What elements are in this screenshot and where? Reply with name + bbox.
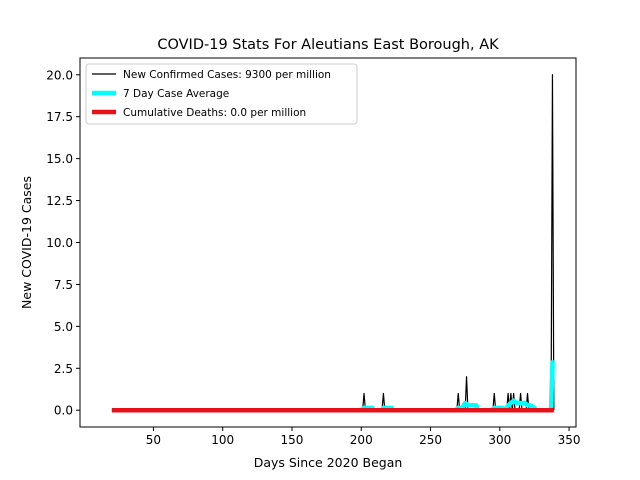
x-tick-label: 300: [488, 433, 511, 447]
y-tick-label: 7.5: [54, 278, 73, 292]
x-tick-label: 200: [350, 433, 373, 447]
y-axis-label: New COVID-19 Cases: [19, 176, 34, 309]
y-tick-label: 20.0: [46, 68, 73, 82]
y-axis: 0.0 2.5 5.0 7.5 10.0 12.5 15.0 17.5 20.0: [46, 68, 80, 418]
legend-label-new-cases: New Confirmed Cases: 9300 per million: [123, 69, 331, 81]
chart-title: COVID-19 Stats For Aleutians East Boroug…: [157, 37, 499, 53]
x-tick-label: 50: [146, 433, 161, 447]
y-tick-label: 0.0: [54, 404, 73, 418]
x-tick-label: 250: [419, 433, 442, 447]
x-axis: 50 100 150 200 250 300 350: [146, 427, 581, 447]
legend-box: [85, 63, 358, 125]
y-tick-label: 2.5: [54, 362, 73, 376]
x-tick-label: 350: [558, 433, 581, 447]
y-tick-label: 15.0: [46, 152, 73, 166]
plot-frame: [79, 57, 577, 428]
legend: New Confirmed Cases: 9300 per million 7 …: [85, 63, 358, 125]
y-tick-label: 12.5: [46, 194, 73, 208]
legend-label-deaths: Cumulative Deaths: 0.0 per million: [123, 107, 306, 119]
x-axis-label: Days Since 2020 Began: [254, 455, 403, 470]
y-tick-label: 5.0: [54, 320, 73, 334]
series-layer: [111, 74, 555, 413]
x-tick-label: 100: [211, 433, 234, 447]
y-tick-label: 10.0: [46, 236, 73, 250]
x-tick-label: 150: [281, 433, 304, 447]
legend-label-avg: 7 Day Case Average: [123, 88, 229, 100]
y-tick-label: 17.5: [46, 110, 73, 124]
